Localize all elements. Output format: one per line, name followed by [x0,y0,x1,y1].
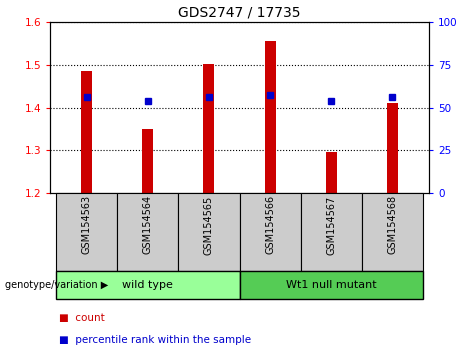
Bar [387,103,398,193]
Text: GSM154565: GSM154565 [204,195,214,255]
Bar [203,64,214,193]
Bar [178,193,240,271]
Title: GDS2747 / 17735: GDS2747 / 17735 [178,5,301,19]
Bar [142,129,154,193]
Bar [265,41,276,193]
Text: GSM154567: GSM154567 [326,195,336,255]
Bar [117,193,178,271]
Text: wild type: wild type [122,280,173,290]
Text: genotype/variation ▶: genotype/variation ▶ [5,280,108,290]
Bar [240,271,423,299]
Text: ■  count: ■ count [59,313,105,323]
Text: GSM154563: GSM154563 [82,195,92,255]
Bar [240,193,301,271]
Text: GSM154564: GSM154564 [143,195,153,255]
Bar [362,193,423,271]
Bar [325,152,337,193]
Text: GSM154568: GSM154568 [387,195,397,255]
Bar [56,271,240,299]
Bar [301,193,362,271]
Text: ■  percentile rank within the sample: ■ percentile rank within the sample [59,335,251,345]
Text: Wt1 null mutant: Wt1 null mutant [286,280,377,290]
Bar [56,193,117,271]
Bar [81,71,92,193]
Text: GSM154566: GSM154566 [265,195,275,255]
